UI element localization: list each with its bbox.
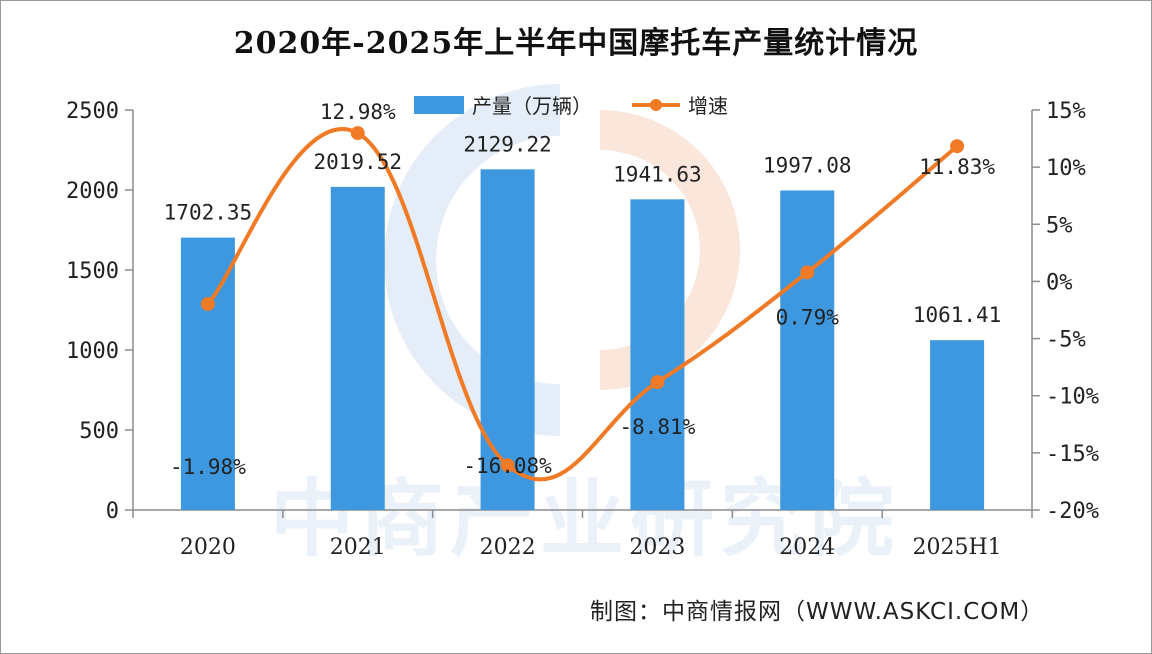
growth-point xyxy=(950,139,965,154)
bars xyxy=(180,169,985,510)
chart-title: 2020年-2025年上半年中国摩托车产量统计情况 xyxy=(233,26,919,61)
bar xyxy=(930,340,985,510)
y-left-tick-label: 2500 xyxy=(66,99,119,124)
x-tick-label: 2021 xyxy=(330,535,386,560)
growth-value-label: 11.83% xyxy=(919,155,995,179)
y-right-ticks: -20% -15% -10% -5% 0% 5% 10% 15% xyxy=(1032,99,1099,524)
y-right-tick-label: 15% xyxy=(1046,99,1086,124)
bar-value-label: 1061.41 xyxy=(913,303,1002,327)
x-tick-label: 2023 xyxy=(629,535,685,560)
growth-point xyxy=(350,126,365,141)
bar xyxy=(480,169,535,510)
growth-line xyxy=(206,127,959,482)
bar-labels: 1702.35 2019.52 2129.22 1941.63 1997.08 1061.… xyxy=(164,132,1002,327)
x-tick-label: 2022 xyxy=(480,535,536,560)
growth-value-label: 12.98% xyxy=(320,100,396,124)
y-right-tick-label: -5% xyxy=(1046,328,1086,353)
x-tick-label: 2024 xyxy=(779,535,835,560)
y-left-tick-label: 0 xyxy=(106,499,119,524)
bar-value-label: 1702.35 xyxy=(164,201,253,225)
y-right-tick-label: -10% xyxy=(1046,385,1099,410)
legend: 产量（万辆） 增速 xyxy=(414,94,728,118)
y-left-tick-label: 1500 xyxy=(66,259,119,284)
bar-value-label: 2019.52 xyxy=(313,150,402,174)
growth-point xyxy=(800,265,815,280)
legend-line-marker xyxy=(650,99,662,111)
y-right-tick-label: 5% xyxy=(1046,213,1073,238)
x-tick-label: 2020 xyxy=(180,535,236,560)
legend-line-label: 增速 xyxy=(688,94,728,118)
y-left-tick-label: 1000 xyxy=(66,339,119,364)
growth-value-label: -16.08% xyxy=(463,454,552,478)
bar xyxy=(330,186,385,510)
y-left-tick-label: 500 xyxy=(79,419,119,444)
bar-value-label: 1941.63 xyxy=(613,162,702,186)
growth-value-label: -1.98% xyxy=(170,455,246,479)
bar xyxy=(630,199,685,510)
y-right-tick-label: -20% xyxy=(1046,499,1099,524)
y-right-tick-label: 10% xyxy=(1046,156,1086,181)
growth-point xyxy=(500,458,515,473)
y-left-tick-label: 2000 xyxy=(66,179,119,204)
growth-labels: -1.98% 12.98% -16.08% -8.81% 0.79% 11.83% xyxy=(170,100,995,479)
x-tick-label: 2025H1 xyxy=(912,535,1001,560)
legend-bar-label: 产量（万辆） xyxy=(472,94,592,118)
legend-bar-swatch xyxy=(414,96,464,114)
x-ticks: 2020 2021 2022 2023 2024 2025H1 xyxy=(132,510,1033,560)
bar-value-label: 2129.22 xyxy=(463,132,552,156)
source-credit: 制图：中商情报网（WWW.ASKCI.COM） xyxy=(590,599,1045,625)
y-left-ticks: 0 500 1000 1500 2000 2500 xyxy=(66,99,133,524)
bar xyxy=(780,190,835,510)
y-right-tick-label: -15% xyxy=(1046,442,1099,467)
growth-point xyxy=(200,297,215,312)
growth-line-layer xyxy=(200,126,965,482)
growth-value-label: 0.79% xyxy=(776,305,840,329)
growth-value-label: -8.81% xyxy=(619,415,695,439)
bar xyxy=(180,237,235,510)
growth-point xyxy=(650,375,665,390)
bar-value-label: 1997.08 xyxy=(763,153,852,177)
y-right-tick-label: 0% xyxy=(1046,270,1073,295)
